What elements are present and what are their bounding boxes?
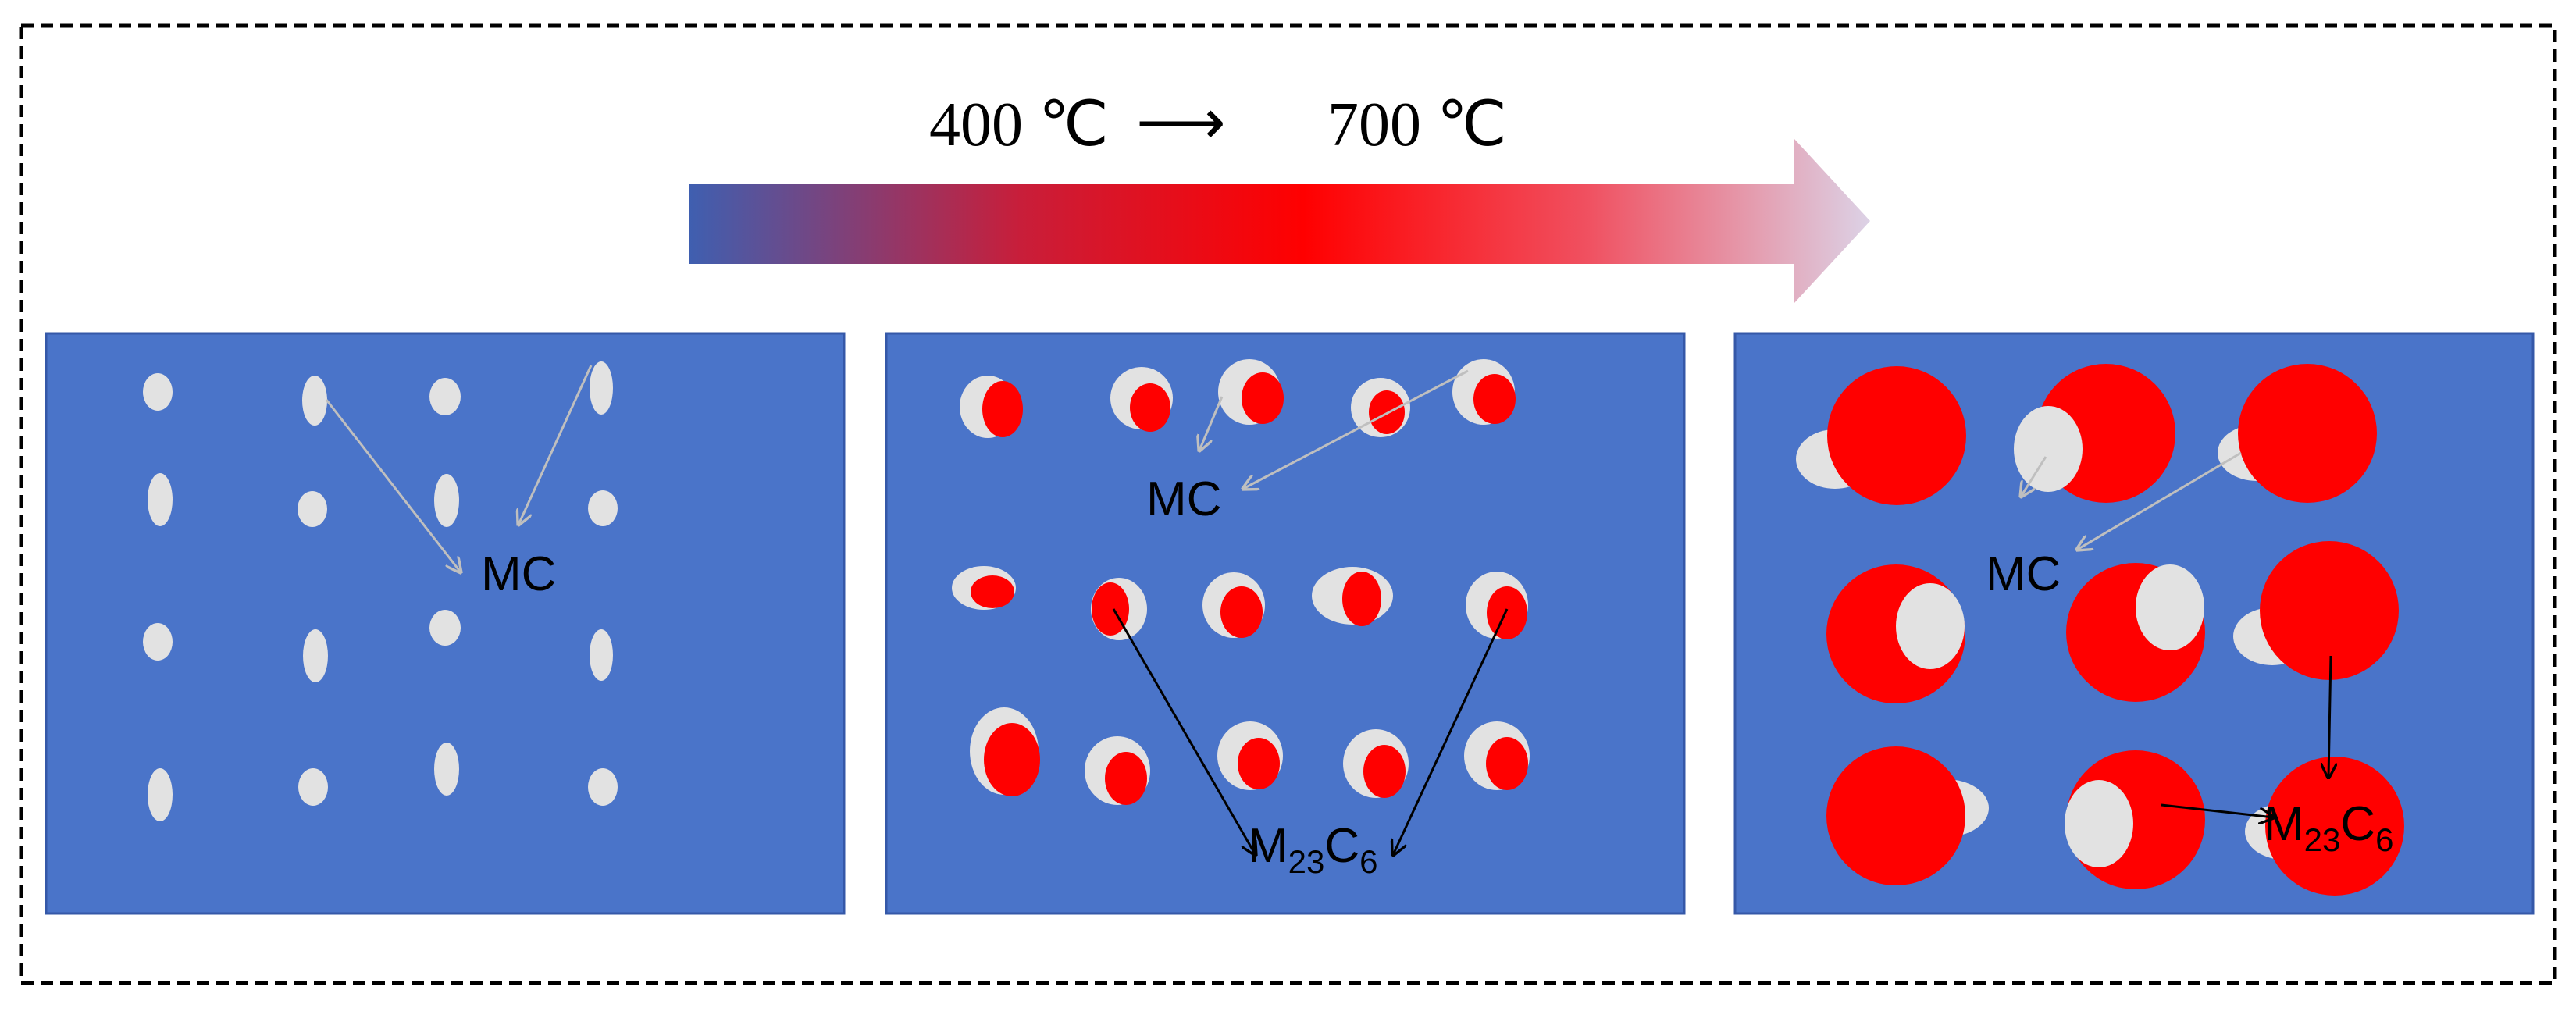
- mc-pointer-arrow: [2021, 456, 2047, 497]
- gradient-arrow-icon: [689, 139, 1870, 303]
- panel-1-particles: [143, 361, 618, 821]
- mc-particle: [429, 610, 461, 646]
- m23c6-particle: [1342, 572, 1381, 626]
- mc-label: MC: [481, 547, 556, 601]
- mc-particle: [2014, 406, 2083, 492]
- mc-pointer-arrow: [518, 365, 593, 525]
- panel-2: [885, 332, 1686, 915]
- mc-particle: [298, 491, 327, 527]
- m23c6-particle: [1826, 746, 1965, 885]
- m23c6-label-subscript: 6: [2375, 821, 2393, 858]
- m23c6-label: M23C6: [2264, 797, 2394, 858]
- start-temperature-label: 400 ℃: [929, 91, 1109, 159]
- mc-particle: [590, 629, 613, 681]
- mc-particle: [2136, 564, 2204, 650]
- mc-particle: [143, 373, 173, 411]
- m23c6-particle: [1827, 366, 1966, 505]
- m23c6-particle: [1363, 745, 1406, 798]
- m23c6-label-base: M: [2264, 797, 2304, 851]
- mc-particle: [1896, 583, 1965, 669]
- m23c6-particle: [1092, 582, 1129, 636]
- panel-3-particles: [1796, 364, 2404, 896]
- mc-label: MC: [1146, 472, 1221, 526]
- mc-pointer-arrow: [2077, 451, 2242, 550]
- m23c6-pointer-arrow: [1112, 608, 1256, 855]
- mc-particle: [434, 474, 459, 527]
- m23c6-particle: [982, 381, 1023, 437]
- mc-particle: [2065, 780, 2133, 867]
- temperature-arrow: 400 ℃ ⟶ 700 ℃: [689, 89, 1870, 303]
- dashed-frame: [19, 23, 2557, 985]
- mc-particle: [429, 378, 461, 415]
- mc-particle: [588, 768, 618, 806]
- m23c6-label-subscript: 23: [1288, 843, 1325, 880]
- m23c6-particle: [1220, 586, 1263, 638]
- m23c6-particle: [1486, 737, 1528, 790]
- m23c6-pointer-arrow: [2328, 655, 2331, 778]
- end-temperature-label: 700 ℃: [1327, 91, 1507, 159]
- m23c6-particle: [2265, 757, 2404, 896]
- m23c6-pointer-arrow: [2161, 803, 2274, 817]
- mc-particle: [303, 629, 328, 682]
- m23c6-particle: [2260, 541, 2399, 680]
- mc-particle: [588, 490, 618, 526]
- m23c6-particle: [1487, 586, 1527, 639]
- mc-particle: [148, 473, 173, 526]
- m23c6-particle: [984, 723, 1040, 796]
- panel-2-particles: [952, 359, 1530, 805]
- m23c6-particle: [2238, 364, 2377, 503]
- mc-particle: [298, 768, 328, 806]
- m23c6-particle: [1130, 383, 1170, 432]
- m23c6-pointer-arrow: [1393, 608, 1509, 855]
- arrow-connector: ⟶: [1136, 89, 1226, 158]
- m23c6-label-base: M: [1248, 819, 1288, 873]
- m23c6-label-mid: C: [2340, 797, 2375, 851]
- m23c6-particle: [1238, 738, 1280, 789]
- m23c6-particle: [1242, 372, 1284, 424]
- m23c6-particle: [971, 575, 1014, 608]
- m23c6-particle: [1473, 374, 1516, 424]
- mc-particle: [302, 376, 327, 426]
- mc-particle: [148, 768, 173, 821]
- mc-pointer-arrow: [1199, 396, 1224, 451]
- m23c6-particle: [1105, 752, 1147, 805]
- mc-label: MC: [1986, 547, 2061, 601]
- mc-particle: [590, 361, 613, 415]
- m23c6-label-subscript: 6: [1359, 843, 1377, 880]
- m23c6-label-mid: C: [1324, 819, 1359, 873]
- mc-particle: [143, 623, 173, 661]
- mc-pointer-arrow: [325, 399, 461, 572]
- mc-particle: [434, 743, 459, 796]
- m23c6-label-subscript: 23: [2304, 821, 2341, 858]
- mc-pointer-arrow: [1243, 369, 1469, 489]
- m23c6-label: M23C6: [1248, 819, 1378, 880]
